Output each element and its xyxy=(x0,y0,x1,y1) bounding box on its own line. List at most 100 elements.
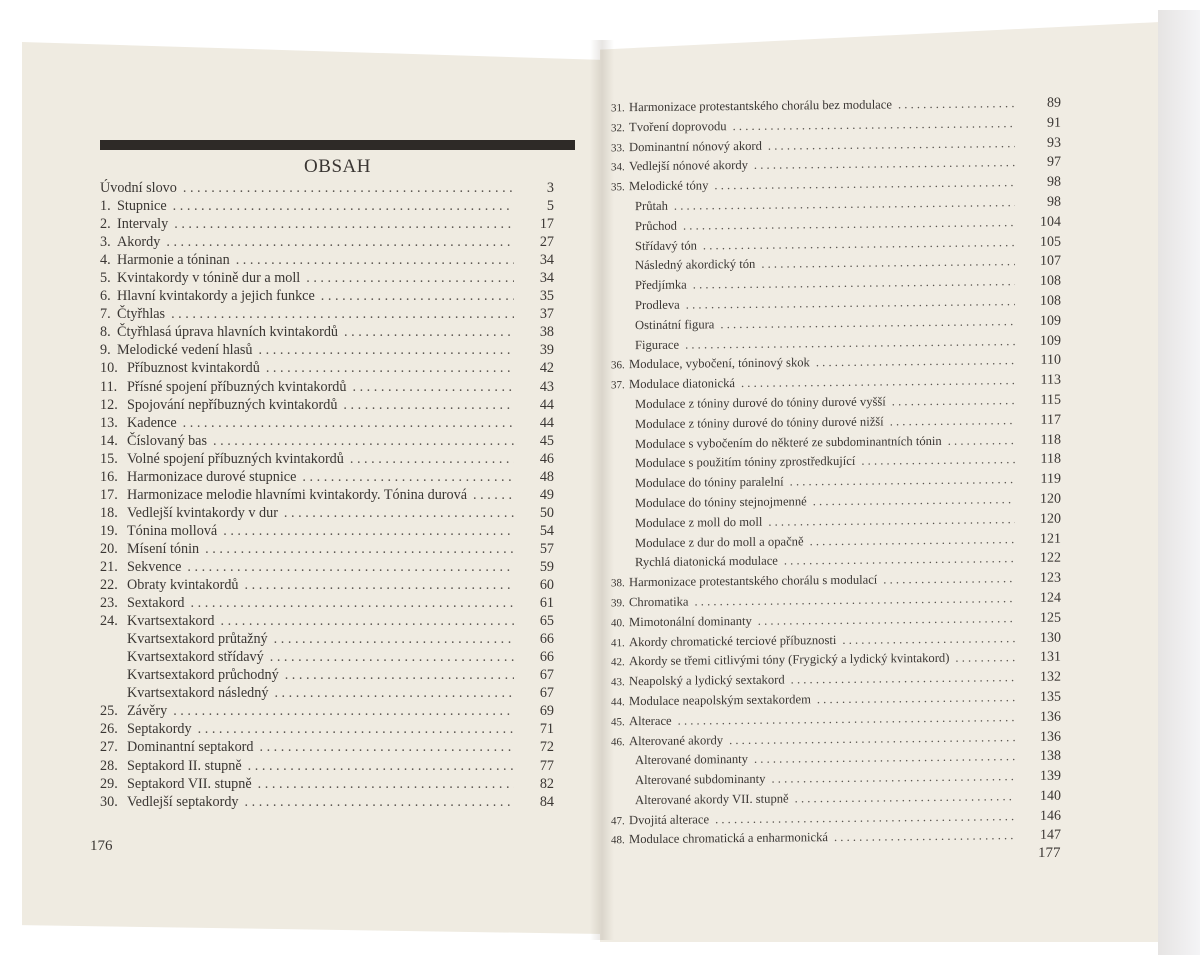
entry-page: 49 xyxy=(539,486,554,503)
entry-number: 30. xyxy=(100,793,118,810)
entry-page: 84 xyxy=(539,793,554,810)
entry-title: Sekvence xyxy=(127,558,182,575)
entry-title: Septakord II. stupně xyxy=(127,757,242,774)
toc-entry: 6. Hlavní kvintakordy a jejich funkce 35 xyxy=(100,288,554,306)
entry-title: Modulace diatonická xyxy=(629,376,735,392)
entry-title: Mimotonální dominanty xyxy=(629,613,752,629)
toc-entry: 2. Intervaly 17 xyxy=(100,216,554,234)
entry-title: Kadence xyxy=(127,414,177,431)
toc-entry: 22. Obraty kvintakordů 60 xyxy=(100,577,554,595)
dot-leader xyxy=(693,274,1015,292)
entry-page: 98 xyxy=(1047,174,1061,190)
entry-title: Akordy xyxy=(117,234,161,251)
entry-title: Melodické tóny xyxy=(629,178,709,194)
entry-page: 65 xyxy=(539,613,554,630)
dot-leader xyxy=(686,294,1015,312)
toc-entry: Úvodní slovo 3 xyxy=(100,180,554,198)
entry-number: 7. xyxy=(100,306,111,323)
dot-leader xyxy=(166,234,514,251)
entry-page: 121 xyxy=(1040,531,1061,547)
toc-entry: 3. Akordy 27 xyxy=(100,234,554,252)
entry-page: 59 xyxy=(539,558,554,575)
entry-number: 27. xyxy=(100,739,118,756)
entry-number: 48. xyxy=(611,834,625,847)
entry-number: 8. xyxy=(100,324,111,341)
entry-page: 54 xyxy=(539,522,554,539)
entry-number: 19. xyxy=(100,522,118,539)
entry-page: 139 xyxy=(1040,768,1061,784)
entry-title: Volné spojení příbuzných kvintakordů xyxy=(127,450,344,467)
dot-leader xyxy=(790,472,1015,489)
entry-page: 67 xyxy=(539,685,554,702)
toc-entry: 29. Septakord VII. stupně 82 xyxy=(100,776,554,794)
entry-title: Dominantní septakord xyxy=(127,739,254,756)
entry-title: Modulace chromatická a enharmonická xyxy=(629,830,828,847)
page-title: OBSAH xyxy=(304,156,371,177)
entry-number: 31. xyxy=(611,102,625,115)
page-number-left: 176 xyxy=(90,838,113,854)
entry-page: 46 xyxy=(539,450,554,467)
book-gutter xyxy=(590,40,614,940)
dot-leader xyxy=(816,353,1015,370)
entry-number: 28. xyxy=(100,757,118,774)
entry-title: Vedlejší septakordy xyxy=(127,793,239,810)
toc-subentry: Kvartsextakord následný 67 xyxy=(100,685,554,703)
entry-page: 27 xyxy=(539,234,554,251)
toc-entry: 1. Stupnice 5 xyxy=(100,198,554,216)
entry-page: 60 xyxy=(539,577,554,594)
entry-number: 42. xyxy=(611,656,625,669)
toc-entry: 25. Závěry 69 xyxy=(100,703,554,721)
entry-title: Modulace z tóniny durové do tóniny durov… xyxy=(635,414,884,431)
entry-page: 44 xyxy=(539,396,554,413)
entry-title: Vedlejší kvintakordy v dur xyxy=(127,504,278,521)
dot-leader xyxy=(890,413,1015,429)
toc-right: 31. Harmonizace protestantského chorálu b… xyxy=(611,96,1061,853)
entry-page: 69 xyxy=(539,703,554,720)
dot-leader xyxy=(183,180,514,197)
entry-title: Modulace z tóniny durové do tóniny durov… xyxy=(635,394,886,412)
dot-leader xyxy=(183,415,514,432)
entry-page: 50 xyxy=(539,504,554,521)
dot-leader xyxy=(729,730,1015,748)
entry-page: 146 xyxy=(1040,808,1061,824)
entry-title: Modulace do tóniny stejnojmenné xyxy=(635,494,807,511)
toc-entry: 26. Septakordy 71 xyxy=(100,721,554,739)
entry-page: 3 xyxy=(546,180,554,196)
entry-page: 66 xyxy=(539,649,554,666)
dot-leader xyxy=(678,710,1015,729)
entry-page: 147 xyxy=(1040,828,1061,844)
entry-page: 43 xyxy=(539,378,554,395)
dot-leader xyxy=(761,255,1015,273)
dot-leader xyxy=(259,342,514,359)
entry-page: 34 xyxy=(539,270,554,287)
entry-title: Vedlejší nónové akordy xyxy=(629,158,748,174)
entry-title: Modulace z dur do moll a opačně xyxy=(635,533,804,550)
entry-page: 122 xyxy=(1040,550,1061,567)
dot-leader xyxy=(720,314,1015,332)
entry-title: Závěry xyxy=(127,703,168,720)
entry-title: Obraty kvintakordů xyxy=(127,577,239,594)
entry-page: 5 xyxy=(546,198,554,215)
dot-leader xyxy=(754,156,1015,174)
entry-title: Přísné spojení příbuzných kvintakordů xyxy=(127,378,347,395)
entry-page: 89 xyxy=(1047,95,1061,111)
dot-leader xyxy=(274,685,514,702)
dot-leader xyxy=(810,532,1015,549)
entry-number: 26. xyxy=(100,721,118,738)
entry-number: 11. xyxy=(100,378,118,395)
entry-page: 135 xyxy=(1040,689,1061,705)
entry-page: 107 xyxy=(1040,254,1061,270)
entry-page: 108 xyxy=(1040,293,1061,309)
dot-leader xyxy=(754,749,1015,767)
entry-page: 82 xyxy=(539,775,554,792)
entry-number: 47. xyxy=(611,814,625,828)
dot-leader xyxy=(245,794,514,811)
entry-page: 35 xyxy=(539,288,554,305)
entry-page: 48 xyxy=(539,468,554,485)
entry-page: 130 xyxy=(1040,630,1061,646)
dot-leader xyxy=(344,324,514,341)
entry-page: 115 xyxy=(1040,392,1061,408)
entry-number: 16. xyxy=(100,468,118,485)
entry-title: Modulace neapolským sextakordem xyxy=(629,692,811,709)
dot-leader xyxy=(948,433,1015,449)
